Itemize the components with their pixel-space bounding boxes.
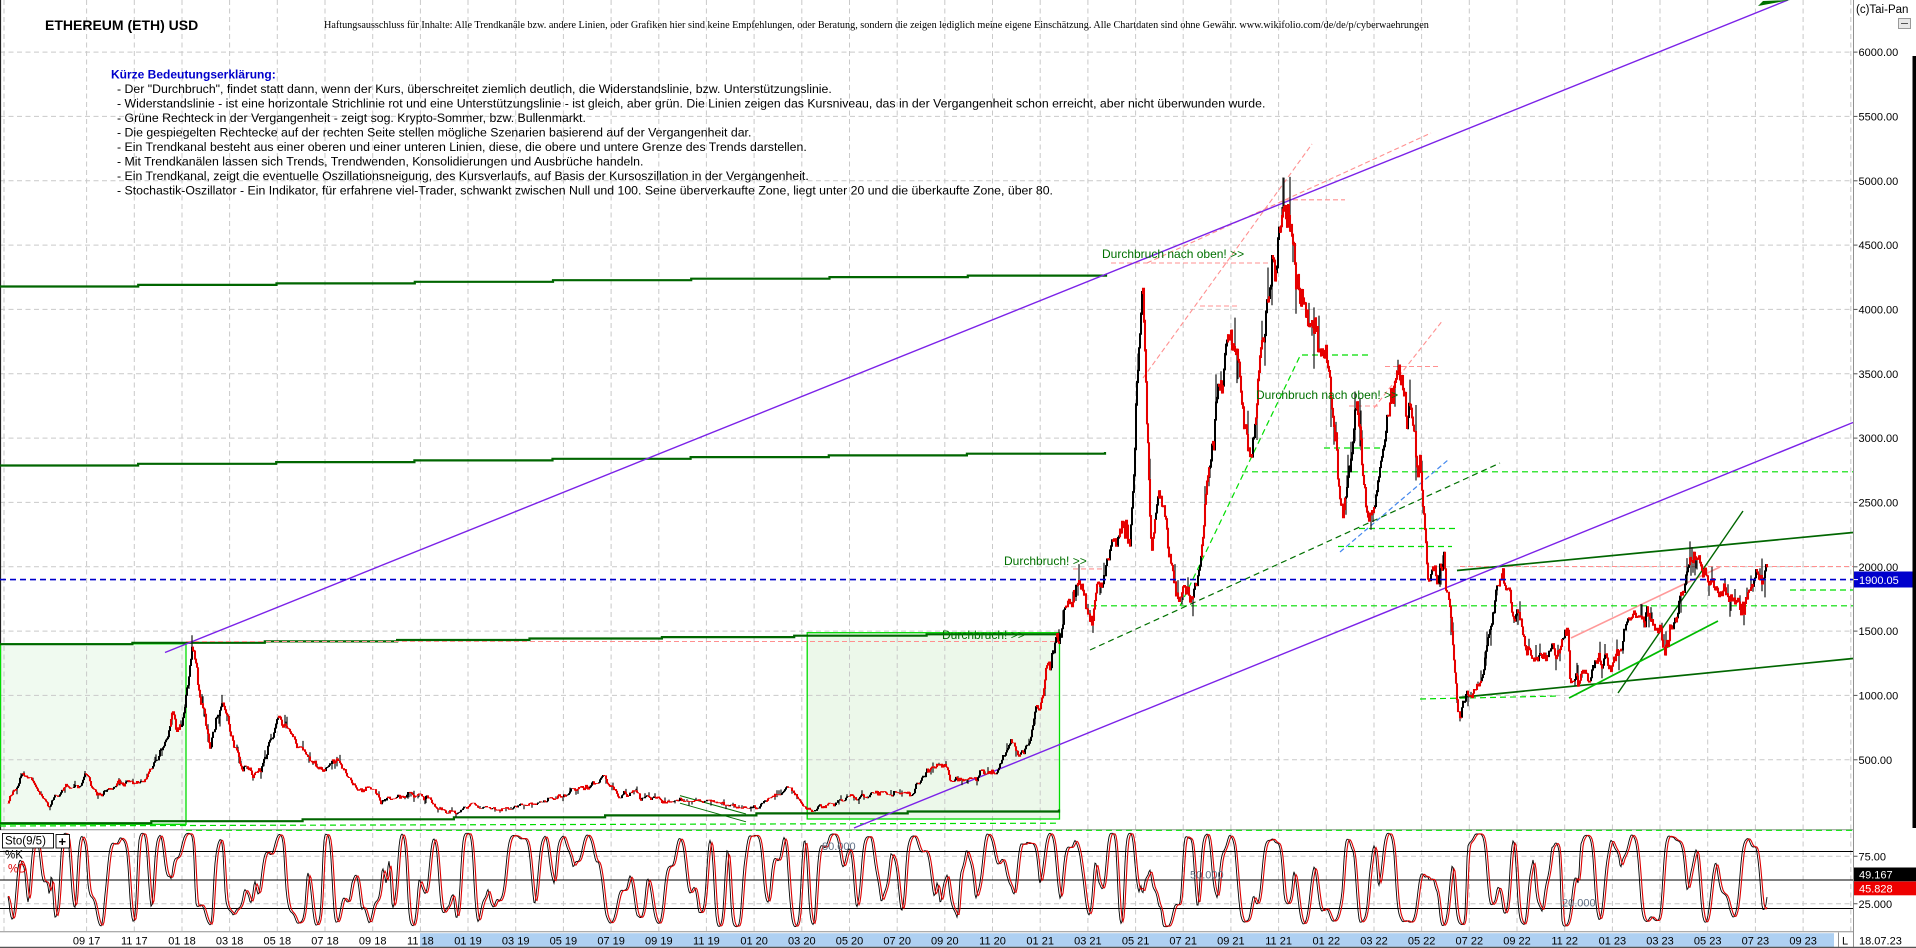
svg-text:01 19: 01 19 xyxy=(454,936,482,948)
svg-text:03 20: 03 20 xyxy=(788,936,816,948)
svg-text:07 21: 07 21 xyxy=(1169,936,1197,948)
svg-text:07 19: 07 19 xyxy=(597,936,625,948)
svg-text:11 20: 11 20 xyxy=(979,936,1006,948)
svg-text:03 19: 03 19 xyxy=(502,936,530,948)
svg-text:01 23: 01 23 xyxy=(1599,936,1627,948)
svg-text:09 21: 09 21 xyxy=(1217,936,1245,948)
svg-text:80.000: 80.000 xyxy=(822,841,856,853)
svg-text:%K: %K xyxy=(5,850,23,862)
svg-text:07 23: 07 23 xyxy=(1742,936,1770,948)
svg-text:6000.00: 6000.00 xyxy=(1859,47,1899,59)
svg-text:ETHEREUM (ETH) USD: ETHEREUM (ETH) USD xyxy=(45,17,198,33)
svg-text:11 18: 11 18 xyxy=(407,936,434,948)
svg-text:05 21: 05 21 xyxy=(1122,936,1150,948)
svg-text:Kürze Bedeutungserklärung:: Kürze Bedeutungserklärung: xyxy=(111,68,276,82)
svg-text:09 23: 09 23 xyxy=(1789,936,1817,948)
svg-text:09 22: 09 22 xyxy=(1503,936,1531,948)
svg-text:1500.00: 1500.00 xyxy=(1859,626,1899,638)
svg-text:Sto(9/5): Sto(9/5) xyxy=(5,836,46,848)
svg-text:2500.00: 2500.00 xyxy=(1859,497,1899,509)
svg-text:09 17: 09 17 xyxy=(73,936,101,948)
svg-text:05 18: 05 18 xyxy=(264,936,292,948)
svg-text:03 22: 03 22 xyxy=(1360,936,1388,948)
svg-text:- Der "Durchbruch", findet sta: - Der "Durchbruch", findet statt dann, w… xyxy=(117,82,832,96)
svg-text:07 22: 07 22 xyxy=(1456,936,1484,948)
svg-text:3000.00: 3000.00 xyxy=(1859,433,1899,445)
svg-text:L: L xyxy=(1842,936,1848,948)
svg-text:Durchbruch! >>: Durchbruch! >> xyxy=(942,628,1025,642)
svg-text:45.828: 45.828 xyxy=(1859,884,1893,896)
svg-text:01 22: 01 22 xyxy=(1313,936,1341,948)
svg-text:01 21: 01 21 xyxy=(1026,936,1054,948)
svg-text:11 17: 11 17 xyxy=(121,936,148,948)
svg-text:5000.00: 5000.00 xyxy=(1859,176,1899,188)
svg-text:18.07.23: 18.07.23 xyxy=(1859,936,1902,948)
svg-text:07 20: 07 20 xyxy=(883,936,911,948)
svg-text:05 20: 05 20 xyxy=(836,936,864,948)
svg-text:- Widerstandslinie - ist eine: - Widerstandslinie - ist eine horizontal… xyxy=(117,97,1265,111)
svg-text:- Ein Trendkanal besteht aus e: - Ein Trendkanal besteht aus einer obere… xyxy=(117,140,807,154)
svg-text:49.167: 49.167 xyxy=(1859,870,1893,882)
svg-text:11 21: 11 21 xyxy=(1265,936,1292,948)
svg-text:1900.05: 1900.05 xyxy=(1859,575,1899,587)
svg-text:11 19: 11 19 xyxy=(693,936,720,948)
svg-text:%D: %D xyxy=(8,864,27,876)
svg-text:- Grüne Rechteck in der Vergan: - Grüne Rechteck in der Vergangenheit - … xyxy=(117,111,586,125)
svg-text:09 19: 09 19 xyxy=(645,936,673,948)
svg-text:03 18: 03 18 xyxy=(216,936,244,948)
svg-text:09 18: 09 18 xyxy=(359,936,387,948)
svg-text:1000.00: 1000.00 xyxy=(1859,690,1899,702)
svg-text:Durchbruch nach oben! >>: Durchbruch nach oben! >> xyxy=(1256,388,1398,402)
svg-text:03 23: 03 23 xyxy=(1646,936,1674,948)
svg-text:07 18: 07 18 xyxy=(311,936,339,948)
svg-text:3500.00: 3500.00 xyxy=(1859,369,1899,381)
svg-text:2000.00: 2000.00 xyxy=(1859,562,1899,574)
svg-text:+: + xyxy=(59,834,67,849)
svg-text:11 22: 11 22 xyxy=(1551,936,1578,948)
svg-text:- Stochastik-Oszillator - Ein: - Stochastik-Oszillator - Ein Indikator,… xyxy=(117,183,1053,197)
svg-text:09 20: 09 20 xyxy=(931,936,959,948)
svg-text:4500.00: 4500.00 xyxy=(1859,240,1899,252)
svg-text:- Mit Trendkanälen lassen sich: - Mit Trendkanälen lassen sich Trends, T… xyxy=(117,154,643,168)
svg-text:Haftungsausschluss für Inhalte: Haftungsausschluss für Inhalte: Alle Tre… xyxy=(324,20,1429,31)
svg-text:Durchbruch nach oben! >>: Durchbruch nach oben! >> xyxy=(1102,247,1244,261)
svg-text:(c)Tai-Pan: (c)Tai-Pan xyxy=(1856,4,1908,16)
svg-text:01 18: 01 18 xyxy=(168,936,196,948)
svg-text:4000.00: 4000.00 xyxy=(1859,304,1899,316)
svg-text:25.000: 25.000 xyxy=(1859,899,1893,911)
svg-text:75.00: 75.00 xyxy=(1859,852,1887,864)
svg-text:05 23: 05 23 xyxy=(1694,936,1722,948)
svg-text:- Die gespiegelten Rechtecke a: - Die gespiegelten Rechtecke auf der rec… xyxy=(117,126,751,140)
svg-text:05 22: 05 22 xyxy=(1408,936,1436,948)
svg-text:20.000: 20.000 xyxy=(1562,898,1596,910)
svg-text:05 19: 05 19 xyxy=(550,936,578,948)
svg-text:50.000: 50.000 xyxy=(1190,870,1224,882)
svg-text:03 21: 03 21 xyxy=(1074,936,1102,948)
svg-text:5500.00: 5500.00 xyxy=(1859,111,1899,123)
svg-text:Durchbruch! >>: Durchbruch! >> xyxy=(1004,554,1087,568)
svg-text:01 20: 01 20 xyxy=(740,936,768,948)
svg-text:- Ein Trendkanal, zeigt die ev: - Ein Trendkanal, zeigt die eventuelle O… xyxy=(117,169,809,183)
svg-text:500.00: 500.00 xyxy=(1859,755,1893,767)
